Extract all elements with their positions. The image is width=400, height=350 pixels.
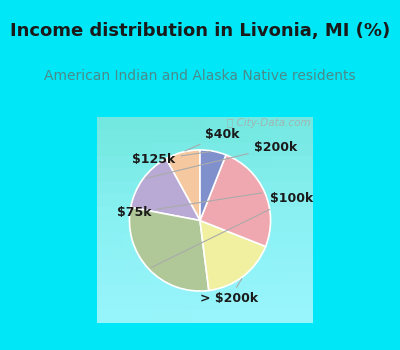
Text: $100k: $100k [151,193,313,268]
Text: ⌖ City-Data.com: ⌖ City-Data.com [227,118,310,127]
Text: $125k: $125k [132,152,210,166]
Wedge shape [200,155,270,246]
Text: $200k: $200k [146,140,297,178]
Wedge shape [200,220,266,290]
Wedge shape [131,159,200,220]
Text: $40k: $40k [185,128,240,151]
Text: > $200k: > $200k [200,279,258,306]
Wedge shape [200,150,226,220]
Text: American Indian and Alaska Native residents: American Indian and Alaska Native reside… [44,69,356,83]
Text: $75k: $75k [117,193,262,219]
Wedge shape [130,207,209,291]
Wedge shape [166,150,200,220]
Text: Income distribution in Livonia, MI (%): Income distribution in Livonia, MI (%) [10,22,390,40]
